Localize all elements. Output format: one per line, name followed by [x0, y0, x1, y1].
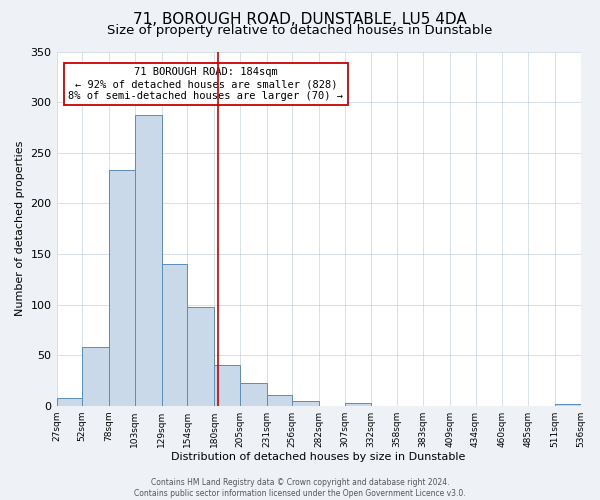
Bar [240, 384, 266, 406]
Text: 71, BOROUGH ROAD, DUNSTABLE, LU5 4DA: 71, BOROUGH ROAD, DUNSTABLE, LU5 4DA [133, 12, 467, 28]
Bar [214, 365, 240, 406]
Bar [135, 116, 161, 406]
Text: Size of property relative to detached houses in Dunstable: Size of property relative to detached ho… [107, 24, 493, 37]
Y-axis label: Number of detached properties: Number of detached properties [15, 141, 25, 316]
Bar [555, 404, 581, 406]
Bar [109, 170, 135, 406]
Bar [161, 264, 187, 406]
Bar [187, 306, 214, 406]
Bar [82, 347, 109, 406]
Bar [266, 394, 292, 406]
X-axis label: Distribution of detached houses by size in Dunstable: Distribution of detached houses by size … [172, 452, 466, 462]
Bar [292, 400, 319, 406]
Bar [56, 398, 82, 406]
Bar [345, 402, 371, 406]
Text: 71 BOROUGH ROAD: 184sqm
← 92% of detached houses are smaller (828)
8% of semi-de: 71 BOROUGH ROAD: 184sqm ← 92% of detache… [68, 68, 343, 100]
Text: Contains HM Land Registry data © Crown copyright and database right 2024.
Contai: Contains HM Land Registry data © Crown c… [134, 478, 466, 498]
